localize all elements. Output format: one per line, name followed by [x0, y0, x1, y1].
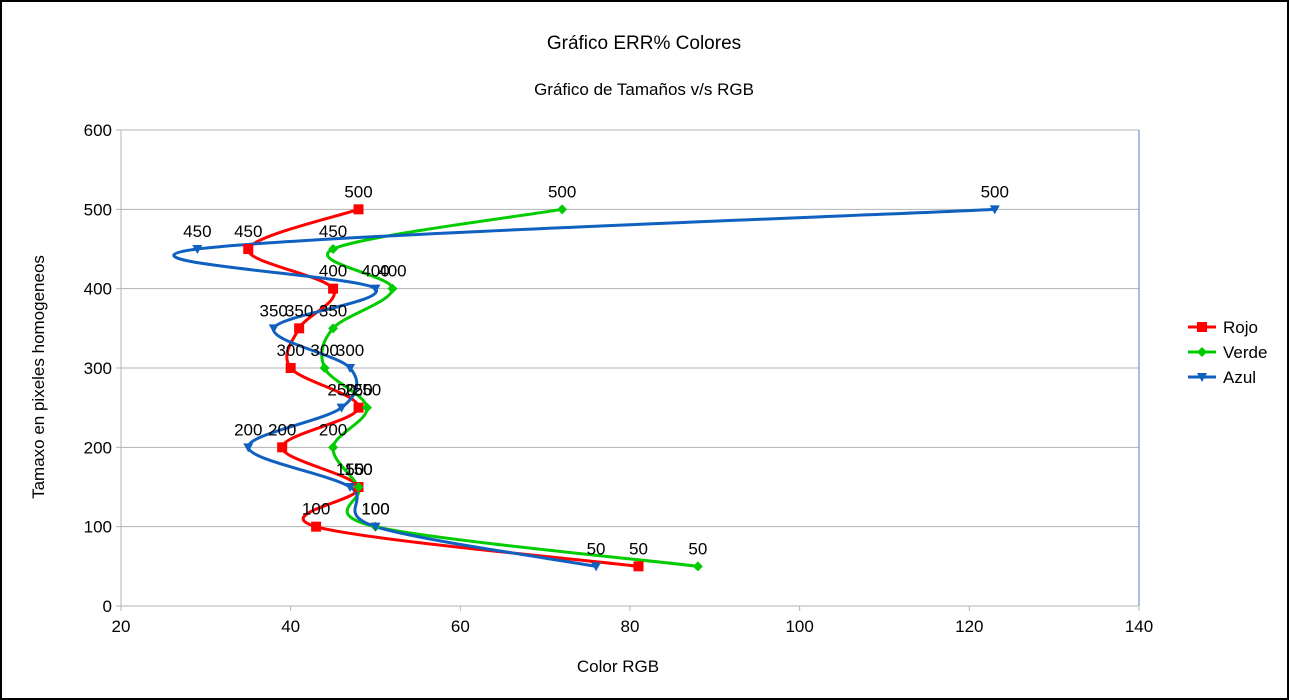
data-point-azul	[268, 324, 279, 334]
data-point-azul	[370, 284, 381, 294]
data-label-rojo: 300	[276, 341, 304, 360]
data-point-verde	[557, 204, 568, 215]
y-tick-label: 100	[84, 518, 112, 537]
legend-label-verde: Verde	[1223, 343, 1267, 362]
legend: Rojo Verde Azul	[1188, 318, 1267, 387]
y-tick-label: 400	[84, 280, 112, 299]
data-point-verde	[328, 442, 339, 453]
data-label-azul: 100	[361, 500, 389, 519]
data-label-verde: 250	[353, 381, 381, 400]
data-label-azul: 450	[183, 222, 211, 241]
data-labels: 500 450 400 350 300 250 200 150 100 50 500 450 400 35…	[183, 182, 1009, 558]
data-point-rojo	[277, 442, 288, 453]
x-tick-label: 100	[785, 617, 813, 636]
data-point-verde	[362, 402, 373, 413]
legend-marker-rojo	[1197, 322, 1207, 332]
x-tick-label: 140	[1125, 617, 1153, 636]
data-label-verde: 100	[361, 500, 389, 519]
y-axis-title: Tamaxo en pixeles homogeneos	[29, 255, 48, 499]
series-line-azul	[172, 207, 995, 568]
axes: 0 100 200 300 400 500 600 20 40 60 80 100 120 140	[84, 121, 1154, 636]
data-point-verde	[328, 323, 339, 334]
data-label-azul: 500	[981, 182, 1009, 201]
data-label-rojo: 150	[344, 460, 372, 479]
y-tick-label: 200	[84, 438, 112, 457]
x-axis-title: Color RGB	[577, 657, 659, 676]
data-point-rojo	[243, 244, 254, 254]
data-label-rojo: 250	[344, 381, 372, 400]
series-markers	[192, 204, 1000, 572]
y-tick-label: 300	[84, 359, 112, 378]
data-point-rojo	[294, 323, 305, 334]
data-label-verde: 150	[344, 460, 372, 479]
data-point-verde	[353, 482, 364, 492]
y-tick-label: 500	[84, 200, 112, 219]
x-tick-label: 20	[112, 617, 131, 636]
data-label-verde: 400	[378, 262, 406, 281]
data-label-rojo: 400	[319, 262, 347, 281]
data-point-rojo	[311, 521, 322, 532]
data-point-verde	[387, 283, 398, 294]
data-label-verde: 300	[310, 341, 338, 360]
data-point-rojo	[633, 561, 644, 572]
data-label-azul: 150	[336, 460, 364, 479]
data-label-verde: 50	[688, 539, 707, 558]
data-label-azul: 300	[336, 341, 364, 360]
data-point-verde	[319, 363, 330, 373]
data-point-rojo	[328, 283, 339, 294]
data-label-verde: 500	[548, 182, 576, 201]
data-label-rojo: 50	[629, 539, 648, 558]
legend-marker-azul	[1197, 373, 1207, 382]
data-point-verde	[692, 561, 703, 572]
chart-title: Gráfico ERR% Colores	[547, 33, 741, 54]
data-label-rojo: 350	[285, 301, 313, 320]
data-point-azul	[243, 443, 254, 453]
data-point-azul	[336, 403, 347, 413]
x-tick-label: 120	[955, 617, 983, 636]
data-label-verde: 200	[319, 420, 347, 439]
data-label-azul: 250	[327, 381, 355, 400]
chart-subtitle: Gráfico de Tamaños v/s RGB	[534, 80, 754, 99]
x-tick-label: 80	[621, 617, 640, 636]
legend-label-azul: Azul	[1223, 368, 1256, 387]
data-label-azul: 200	[234, 420, 262, 439]
data-point-azul	[192, 245, 203, 254]
data-point-azul	[345, 483, 356, 492]
data-point-azul	[345, 364, 356, 373]
data-label-azul: 350	[260, 301, 288, 320]
y-tick-label: 0	[103, 597, 112, 616]
data-point-azul	[370, 522, 381, 532]
series-lines	[172, 207, 995, 568]
data-label-rojo: 100	[302, 500, 330, 519]
data-label-azul: 400	[361, 262, 389, 281]
data-label-rojo: 500	[344, 182, 372, 201]
data-point-verde	[328, 244, 339, 254]
x-tick-label: 40	[281, 617, 300, 636]
data-point-rojo	[353, 204, 364, 215]
x-tick-label: 60	[451, 617, 470, 636]
data-point-rojo	[285, 363, 296, 373]
data-label-rojo: 200	[268, 420, 296, 439]
data-label-verde: 350	[319, 301, 347, 320]
legend-label-rojo: Rojo	[1223, 318, 1258, 337]
data-label-verde: 450	[319, 222, 347, 241]
data-point-rojo	[353, 402, 364, 413]
data-label-rojo: 450	[234, 222, 262, 241]
y-tick-label: 600	[84, 121, 112, 140]
data-point-azul	[591, 562, 602, 572]
legend-marker-verde	[1197, 347, 1207, 357]
data-label-azul: 50	[587, 539, 606, 558]
data-point-azul	[989, 205, 1000, 215]
